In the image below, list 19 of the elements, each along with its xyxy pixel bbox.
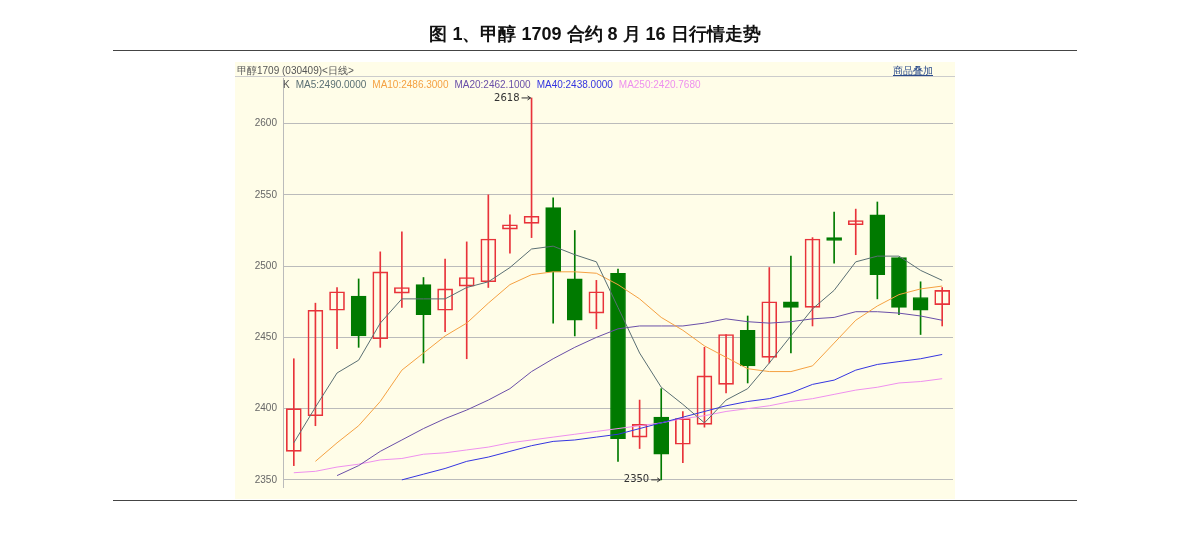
y-tick-label: 2450 — [254, 331, 278, 343]
y-tick-label: 2600 — [254, 117, 278, 129]
annotation: 2618 — [494, 91, 520, 103]
y-tick-label: 2550 — [254, 188, 278, 200]
text: MA40:2438.0000 — [536, 79, 613, 90]
candlestick — [783, 255, 799, 354]
text: MA20:2462.1000 — [454, 79, 531, 90]
y-tick-label: 2400 — [254, 402, 278, 414]
text: MA250:2420.7680 — [618, 79, 701, 90]
candlestick — [826, 211, 842, 264]
text: 商品叠加 — [893, 64, 933, 78]
legend-title: K — [283, 79, 290, 90]
annotation: 2350 — [623, 473, 650, 485]
chart-title: 图 1、甲醇 1709 合约 8 月 16 日行情走势 — [428, 23, 762, 46]
y-tick-label: 2350 — [254, 473, 278, 485]
y-tick-label: 2500 — [254, 259, 278, 271]
text: MA5:2490.0000 — [295, 79, 367, 90]
chart-subtitle: 甲醇1709 (030409)<日线> — [237, 64, 354, 78]
text: MA10:2486.3000 — [372, 79, 449, 90]
